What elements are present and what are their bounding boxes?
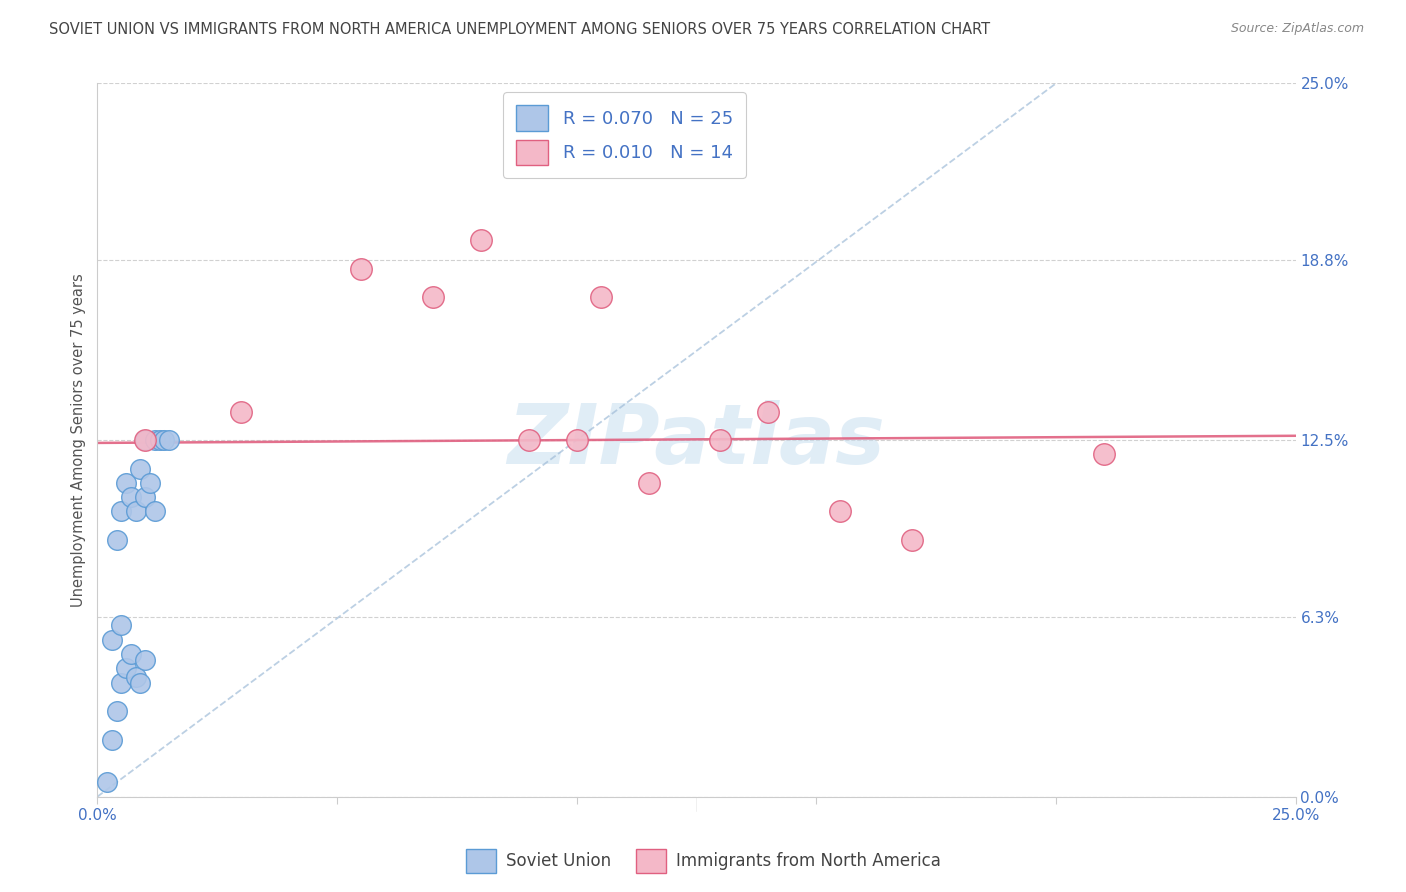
Point <box>100 632 122 647</box>
Point <box>470 233 492 247</box>
Point <box>143 504 166 518</box>
Point <box>350 261 373 276</box>
Text: ZIPatlas: ZIPatlas <box>508 400 886 481</box>
Point <box>129 461 152 475</box>
Point <box>125 670 148 684</box>
Point <box>830 504 852 518</box>
Point <box>422 290 444 304</box>
Text: SOVIET UNION VS IMMIGRANTS FROM NORTH AMERICA UNEMPLOYMENT AMONG SENIORS OVER 75: SOVIET UNION VS IMMIGRANTS FROM NORTH AM… <box>49 22 990 37</box>
Point <box>110 504 132 518</box>
Point <box>637 475 659 490</box>
Point <box>134 653 156 667</box>
Point <box>134 433 156 447</box>
Text: Source: ZipAtlas.com: Source: ZipAtlas.com <box>1230 22 1364 36</box>
Point <box>134 490 156 504</box>
Point <box>589 290 612 304</box>
Point <box>565 433 588 447</box>
Legend: Soviet Union, Immigrants from North America: Soviet Union, Immigrants from North Amer… <box>458 842 948 880</box>
Point <box>120 647 142 661</box>
Point <box>129 675 152 690</box>
Point <box>100 732 122 747</box>
Point <box>157 433 180 447</box>
Point <box>1092 447 1115 461</box>
Point <box>139 475 162 490</box>
Legend: R = 0.070   N = 25, R = 0.010   N = 14: R = 0.070 N = 25, R = 0.010 N = 14 <box>503 93 745 178</box>
Point <box>115 661 138 675</box>
Point <box>149 433 172 447</box>
Point <box>110 618 132 632</box>
Point <box>143 433 166 447</box>
Point <box>517 433 540 447</box>
Point <box>134 433 156 447</box>
Point <box>231 404 253 418</box>
Point <box>105 533 128 547</box>
Point <box>125 504 148 518</box>
Point <box>110 675 132 690</box>
Point <box>105 704 128 718</box>
Point <box>756 404 779 418</box>
Point <box>709 433 731 447</box>
Point <box>901 533 924 547</box>
Point <box>153 433 176 447</box>
Y-axis label: Unemployment Among Seniors over 75 years: Unemployment Among Seniors over 75 years <box>72 273 86 607</box>
Point <box>96 775 118 789</box>
Point <box>115 475 138 490</box>
Point <box>120 490 142 504</box>
